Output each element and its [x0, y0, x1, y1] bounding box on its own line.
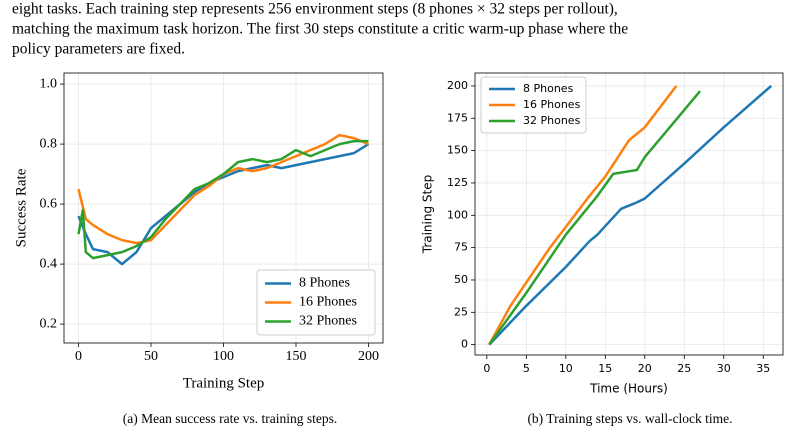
legend-label: 32 Phones: [523, 114, 581, 127]
x-tick-label: 25: [677, 362, 691, 375]
series-line: [488, 85, 678, 346]
legend-label: 32 Phones: [299, 314, 357, 329]
legend-label: 8 Phones: [299, 276, 350, 291]
legend-label: 16 Phones: [299, 295, 357, 310]
x-axis-label: Training Step: [183, 375, 265, 391]
y-tick-label: 100: [447, 208, 468, 221]
y-tick-label: 125: [447, 176, 468, 189]
y-axis-label: Training Step: [421, 175, 435, 255]
plot-frame: [474, 72, 784, 356]
paragraph-line: matching the maximum task horizon. The f…: [12, 21, 628, 38]
y-tick-label: 75: [454, 241, 468, 254]
x-tick-label: 20: [638, 362, 652, 375]
series-line: [77, 133, 369, 245]
caption: (b) Training steps vs. wall-clock time.: [527, 411, 732, 426]
paragraph-line: policy parameters are fixed.: [12, 41, 185, 58]
y-tick-label: 0.6: [40, 196, 58, 211]
series-line: [77, 139, 369, 260]
paragraph-line: eight tasks. Each training step represen…: [12, 1, 618, 18]
x-tick-label: 50: [144, 349, 158, 364]
y-tick-label: 200: [447, 79, 468, 92]
caption: (a) Mean success rate vs. training steps…: [123, 411, 337, 426]
x-tick-label: 0: [483, 362, 490, 375]
plot-frame: [63, 72, 384, 344]
chart: 0.2 0.4 0.6 0.8 1.0 0 50 100 150 200 8 Phones 16 Ph…: [13, 72, 384, 391]
x-tick-label: 0: [75, 349, 82, 364]
y-axis-label: Success Rate: [13, 168, 29, 247]
series-line: [488, 90, 702, 346]
x-tick-label: 15: [598, 362, 612, 375]
x-tick-label: 200: [358, 349, 379, 364]
x-tick-label: 10: [559, 362, 573, 375]
y-tick-label: 175: [447, 111, 468, 124]
y-tick-label: 0.8: [40, 136, 58, 151]
legend-box: [256, 269, 376, 336]
chart: 0 25 50 75 100 125 150 175 200 0 5 10 15 20 25 30 35 8 Ph…: [421, 72, 784, 396]
x-axis-label: Time (Hours): [589, 382, 668, 396]
x-tick-label: 35: [756, 362, 770, 375]
y-tick-label: 50: [454, 273, 468, 286]
x-tick-label: 30: [717, 362, 731, 375]
legend-label: 8 Phones: [523, 82, 574, 95]
y-tick-label: 1.0: [40, 76, 58, 91]
legend-box: [480, 76, 587, 134]
y-tick-label: 0: [461, 338, 468, 351]
y-tick-label: 25: [454, 305, 468, 318]
y-tick-label: 0.4: [40, 256, 58, 271]
x-tick-label: 5: [523, 362, 530, 375]
y-tick-label: 0.2: [40, 316, 58, 331]
legend-label: 16 Phones: [523, 98, 581, 111]
series-line: [488, 84, 773, 346]
x-tick-label: 150: [286, 349, 307, 364]
x-tick-label: 100: [213, 349, 234, 364]
y-tick-label: 150: [447, 144, 468, 157]
